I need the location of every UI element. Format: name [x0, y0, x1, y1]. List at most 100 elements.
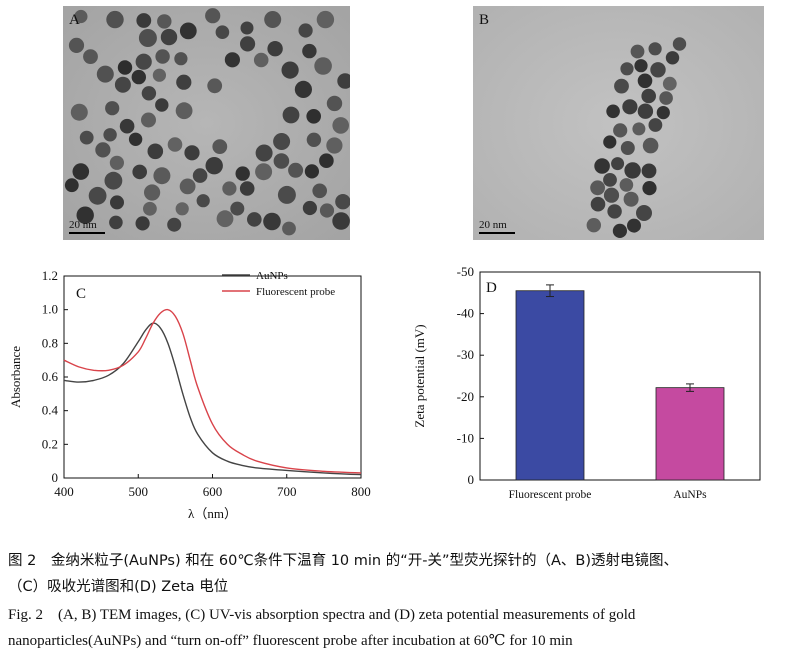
nanoparticle [611, 157, 625, 171]
nanoparticle [76, 206, 94, 224]
nanoparticle [132, 164, 147, 180]
nanoparticle [179, 178, 196, 195]
nanoparticle [659, 91, 673, 105]
nanoparticle [247, 212, 262, 227]
bar-fluorescent-probe [515, 290, 585, 481]
nanoparticle [239, 181, 255, 196]
nanoparticle [619, 178, 634, 192]
y-axis-label-d: Zeta potential (mV) [412, 324, 427, 427]
nanoparticle [119, 118, 135, 134]
chart-c: 400 500 600 700 800 0 0.2 0.4 0.6 0.8 1.0 1.2 λ（nm） A… [0, 258, 380, 526]
nanoparticle [155, 49, 170, 64]
nanoparticle [306, 132, 322, 147]
nanoparticle [83, 49, 98, 64]
scale-bar-a [69, 232, 105, 234]
nanoparticle [235, 166, 250, 181]
nanoparticle [630, 44, 645, 59]
nanoparticle [642, 137, 659, 154]
nanoparticle [143, 201, 157, 216]
nanoparticle [264, 11, 282, 28]
nanoparticle [136, 13, 152, 28]
nanoparticle [96, 65, 114, 83]
nanoparticle [110, 195, 124, 210]
nanoparticle [603, 187, 620, 203]
tem-image-b: B 20 nm [473, 6, 764, 240]
nanoparticle [627, 218, 641, 233]
nanoparticle [109, 155, 124, 170]
nanoparticle [72, 163, 90, 180]
nanoparticle [273, 133, 291, 150]
nanoparticle [141, 112, 156, 128]
scale-bar-b [479, 232, 515, 234]
y-tick-label-c: 0 [52, 470, 59, 485]
nanoparticle [312, 183, 327, 199]
nanoparticle [117, 60, 133, 75]
tem-image-a: A 20 nm [63, 6, 350, 240]
nanoparticle [147, 143, 164, 160]
nanoparticle [650, 62, 666, 78]
nanoparticle [176, 74, 192, 90]
nanoparticle [255, 144, 273, 162]
nanoparticle [88, 186, 107, 205]
nanoparticle [672, 37, 687, 51]
nanoparticle [637, 103, 654, 119]
nanoparticle [207, 78, 223, 94]
category-label: Fluorescent probe [509, 489, 592, 501]
x-tick-label-c: 500 [129, 484, 149, 499]
nanoparticle [174, 52, 188, 66]
caption-en-line1: Fig. 2 (A, B) TEM images, (C) UV-vis abs… [8, 607, 636, 623]
nanoparticle [212, 139, 228, 155]
nanoparticle [642, 181, 657, 196]
nanoparticle [319, 153, 334, 168]
bar-aunps [655, 387, 725, 481]
nanoparticle [160, 28, 178, 46]
nanoparticle [622, 99, 638, 115]
nanoparticle [607, 204, 622, 219]
caption-cn-line2: （C）吸收光谱图和(D) Zeta 电位 [8, 579, 229, 595]
y-tick-label-d: -30 [457, 347, 474, 362]
nanoparticle [277, 185, 296, 204]
nanoparticle [332, 212, 350, 230]
category-label: AuNPs [673, 489, 707, 501]
y-tick-label-d: -40 [457, 306, 474, 321]
nanoparticle [167, 217, 182, 232]
x-tick-label-c: 400 [54, 484, 74, 499]
nanoparticle [326, 95, 343, 112]
nanoparticle [196, 194, 210, 208]
nanoparticle [155, 98, 169, 112]
nanoparticle [175, 202, 189, 216]
nanoparticle [282, 221, 296, 236]
nanoparticle [662, 76, 677, 91]
series-line-aunps [63, 322, 362, 476]
chart-d: 0 -10 -20 -30 -40 -50 Zeta potential (mV) D Fluo… [400, 258, 780, 526]
nanoparticle [648, 42, 662, 56]
nanoparticle [612, 223, 627, 238]
nanoparticle [205, 157, 223, 175]
nanoparticle [205, 8, 221, 24]
nanoparticle [153, 167, 171, 185]
y-tick-label-c: 1.2 [42, 268, 58, 283]
nanoparticle [335, 194, 350, 210]
panel-letter-d: D [486, 280, 497, 296]
nanoparticle [614, 78, 629, 94]
nanoparticle [131, 69, 146, 85]
nanoparticle [306, 109, 321, 124]
panel-letter-a: A [69, 12, 80, 28]
nanoparticle [314, 57, 332, 75]
nanoparticle [603, 173, 617, 187]
nanoparticle [144, 184, 161, 201]
nanoparticle [603, 135, 617, 149]
nanoparticle [298, 23, 313, 38]
caption-cn: 图 2 金纳米粒子(AuNPs) 和在 60℃条件下温育 10 min 的“开-… [8, 548, 794, 600]
nanoparticle [302, 200, 317, 216]
nanoparticle [613, 123, 628, 138]
y-tick-label-d: -10 [457, 430, 474, 445]
nanoparticle [79, 130, 94, 145]
nanoparticle [128, 132, 143, 146]
x-tick-label-c: 700 [277, 484, 297, 499]
nanoparticle [623, 191, 639, 207]
nanoparticle [302, 43, 317, 59]
nanoparticle [141, 86, 157, 101]
nanoparticle [95, 142, 111, 158]
nanoparticle [152, 68, 166, 82]
